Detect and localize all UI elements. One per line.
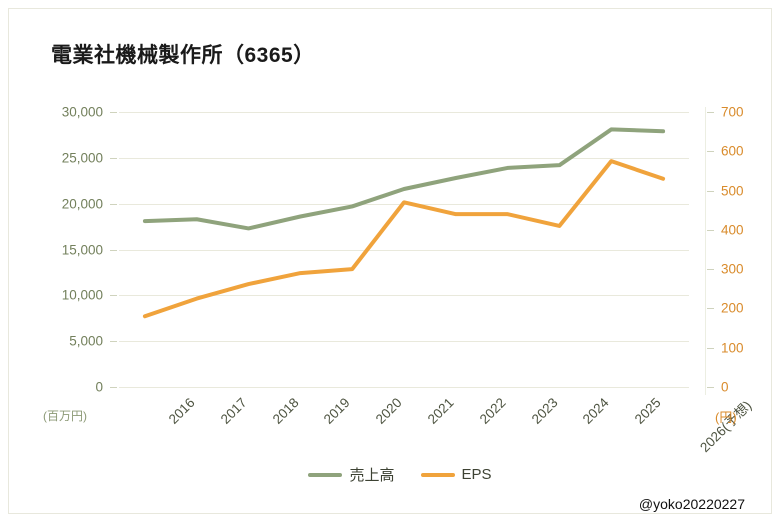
y-axis-left-tick-label: 10,000	[61, 287, 103, 303]
x-axis-tick-label: 2019	[321, 395, 354, 427]
legend-label: 売上高	[349, 467, 395, 484]
watermark: @yoko20220227	[638, 496, 745, 512]
y-axis-right-tick	[707, 112, 714, 113]
y-axis-left-tick-label: 25,000	[61, 150, 103, 166]
y-axis-left-tick	[110, 249, 117, 251]
gridline	[119, 157, 689, 159]
y-axis-left-tick	[110, 203, 117, 205]
y-axis-right-tick	[707, 308, 714, 310]
x-axis-tick-label: 2023	[528, 395, 561, 427]
x-axis-tick-label: 2024	[580, 395, 613, 427]
x-axis-tick-label: 2025	[632, 395, 664, 427]
y-axis-right-tick-label: 500	[721, 183, 744, 199]
chart-card: 電業社機械製作所（6365） 30,000 25,000 20,000 15,000 1…	[8, 8, 772, 514]
x-axis-tick-label: 2017	[217, 395, 250, 427]
y-axis-left-tick-label: 20,000	[61, 196, 103, 212]
legend-swatch-icon	[420, 472, 455, 477]
legend: 売上高 EPS	[9, 464, 782, 485]
y-axis-right-tick-label: 0	[721, 379, 729, 395]
legend-item-sales[interactable]: 売上高	[308, 464, 395, 485]
legend-item-eps[interactable]: EPS	[420, 466, 492, 483]
x-axis-tick-label: 2016	[165, 395, 198, 427]
y-axis-right-tick-label: 200	[721, 300, 744, 316]
legend-swatch-icon	[308, 472, 343, 477]
y-axis-right-tick-label: 300	[721, 261, 744, 277]
x-axis-tick-label: 2022	[476, 395, 509, 427]
y-axis-right-tick	[707, 269, 714, 271]
gridline	[119, 112, 689, 113]
y-axis-left-unit: (百万円)	[43, 409, 87, 423]
y-axis-left-tick	[110, 341, 117, 343]
chart-lines	[142, 127, 666, 319]
y-axis-right-tick-label: 100	[721, 340, 744, 356]
y-axis-right-tick-label: 700	[721, 104, 744, 120]
y-axis-right-tick-label: 600	[721, 143, 744, 159]
y-axis-left-tick-label: 5,000	[69, 333, 103, 349]
page-title: 電業社機械製作所（6365）	[51, 44, 315, 67]
x-axis-tick-label: 2020	[372, 395, 405, 427]
x-axis-tick-label: 2018	[269, 395, 302, 427]
y-axis-left-tick-label: 0	[95, 379, 103, 395]
y-axis-left-tick-label: 30,000	[61, 104, 103, 120]
y-axis-right-tick	[707, 151, 714, 153]
y-axis-right-tick-label: 400	[721, 222, 744, 238]
y-axis-right-tick	[707, 229, 714, 231]
gridline	[119, 295, 689, 297]
y-axis-left-tick	[110, 157, 117, 159]
plot-area	[119, 112, 689, 388]
y-axis-right-tick	[707, 387, 714, 388]
legend-label: EPS	[461, 466, 492, 483]
y-axis-left-tick	[110, 112, 117, 113]
gridline	[119, 341, 689, 343]
y-axis-left-tick	[110, 387, 117, 388]
x-axis-tick-label: 2021	[424, 395, 457, 427]
y-axis-left-tick	[110, 295, 117, 297]
y-axis-right-unit: (円)	[715, 410, 737, 425]
series-line-sales	[142, 127, 666, 231]
series-line-eps	[142, 159, 666, 319]
gridline	[119, 387, 689, 388]
gridline	[119, 249, 689, 251]
plot-right-edge	[705, 107, 706, 395]
y-axis-left-tick-label: 15,000	[61, 242, 103, 257]
y-axis-right-tick	[707, 190, 714, 192]
y-axis-right-tick	[707, 347, 714, 349]
